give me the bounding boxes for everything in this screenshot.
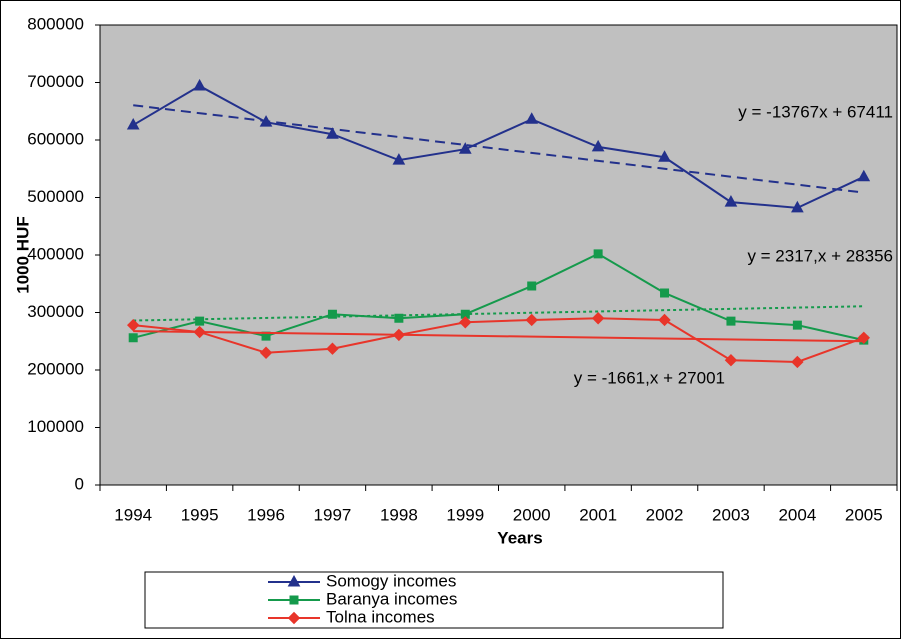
marker bbox=[857, 331, 870, 345]
marker bbox=[658, 313, 671, 327]
legend bbox=[144, 571, 724, 629]
marker bbox=[525, 313, 538, 327]
marker bbox=[458, 142, 472, 154]
x-tick-label: 1999 bbox=[446, 505, 484, 524]
trendline bbox=[133, 305, 864, 322]
x-axis-title: Years bbox=[497, 528, 542, 547]
x-tick-label: 2002 bbox=[646, 505, 684, 524]
x-tick-label: 2000 bbox=[513, 505, 551, 524]
marker bbox=[791, 200, 804, 213]
marker bbox=[287, 574, 301, 587]
trend-equation: y = -1661,x + 27001 bbox=[574, 368, 725, 387]
marker bbox=[259, 346, 273, 359]
marker bbox=[392, 328, 406, 342]
marker bbox=[394, 313, 404, 323]
x-tick-label: 1995 bbox=[181, 505, 219, 524]
marker bbox=[726, 316, 736, 326]
trendline bbox=[133, 330, 864, 343]
x-tick-label: 1997 bbox=[314, 505, 352, 524]
x-tick-label: 2005 bbox=[845, 505, 883, 524]
x-tick-label: 1994 bbox=[114, 505, 152, 524]
marker bbox=[193, 325, 206, 339]
marker bbox=[792, 320, 802, 330]
marker bbox=[259, 115, 273, 127]
y-tick-label: 600000 bbox=[27, 129, 84, 148]
marker bbox=[287, 611, 301, 625]
y-tick-label: 500000 bbox=[27, 187, 84, 206]
marker bbox=[126, 118, 140, 130]
marker bbox=[326, 342, 339, 355]
y-tick-label: 400000 bbox=[27, 244, 84, 263]
y-tick-label: 800000 bbox=[27, 14, 84, 33]
marker bbox=[724, 195, 738, 207]
marker bbox=[193, 78, 206, 91]
marker bbox=[527, 281, 537, 291]
marker bbox=[459, 316, 472, 329]
trendline bbox=[133, 104, 864, 194]
x-tick-label: 2004 bbox=[778, 505, 816, 524]
marker bbox=[593, 249, 603, 259]
marker bbox=[660, 288, 670, 298]
marker bbox=[326, 127, 339, 139]
y-tick-label: 100000 bbox=[27, 417, 84, 436]
trend-equation: y = -13767x + 67411 bbox=[738, 102, 893, 121]
marker bbox=[289, 595, 299, 605]
marker bbox=[127, 318, 140, 332]
x-tick-label: 1998 bbox=[380, 505, 418, 524]
x-tick-label: 1996 bbox=[247, 505, 285, 524]
marker bbox=[591, 139, 605, 152]
marker bbox=[658, 150, 671, 162]
x-tick-label: 2001 bbox=[579, 505, 617, 524]
plot-area bbox=[99, 24, 898, 486]
legend-label: Baranya incomes bbox=[326, 589, 457, 608]
y-tick-label: 0 bbox=[75, 474, 84, 493]
legend-label: Somogy incomes bbox=[326, 571, 456, 590]
y-tick-label: 700000 bbox=[27, 72, 84, 91]
marker bbox=[460, 309, 470, 319]
marker bbox=[195, 316, 205, 326]
marker bbox=[791, 355, 804, 369]
legend-label: Tolna incomes bbox=[326, 607, 435, 626]
marker bbox=[525, 112, 539, 124]
marker bbox=[128, 333, 138, 343]
marker bbox=[857, 169, 871, 182]
trend-equation: y = 2317,x + 28356 bbox=[747, 246, 893, 265]
marker bbox=[724, 354, 738, 367]
marker bbox=[327, 309, 337, 319]
marker bbox=[392, 153, 406, 165]
y-tick-label: 300000 bbox=[27, 302, 84, 321]
x-tick-label: 2003 bbox=[712, 505, 750, 524]
series-line bbox=[133, 317, 865, 363]
y-axis-title: 1000 HUF bbox=[13, 216, 32, 293]
series-line bbox=[132, 84, 865, 209]
y-tick-label: 200000 bbox=[27, 359, 84, 378]
marker bbox=[591, 312, 605, 325]
